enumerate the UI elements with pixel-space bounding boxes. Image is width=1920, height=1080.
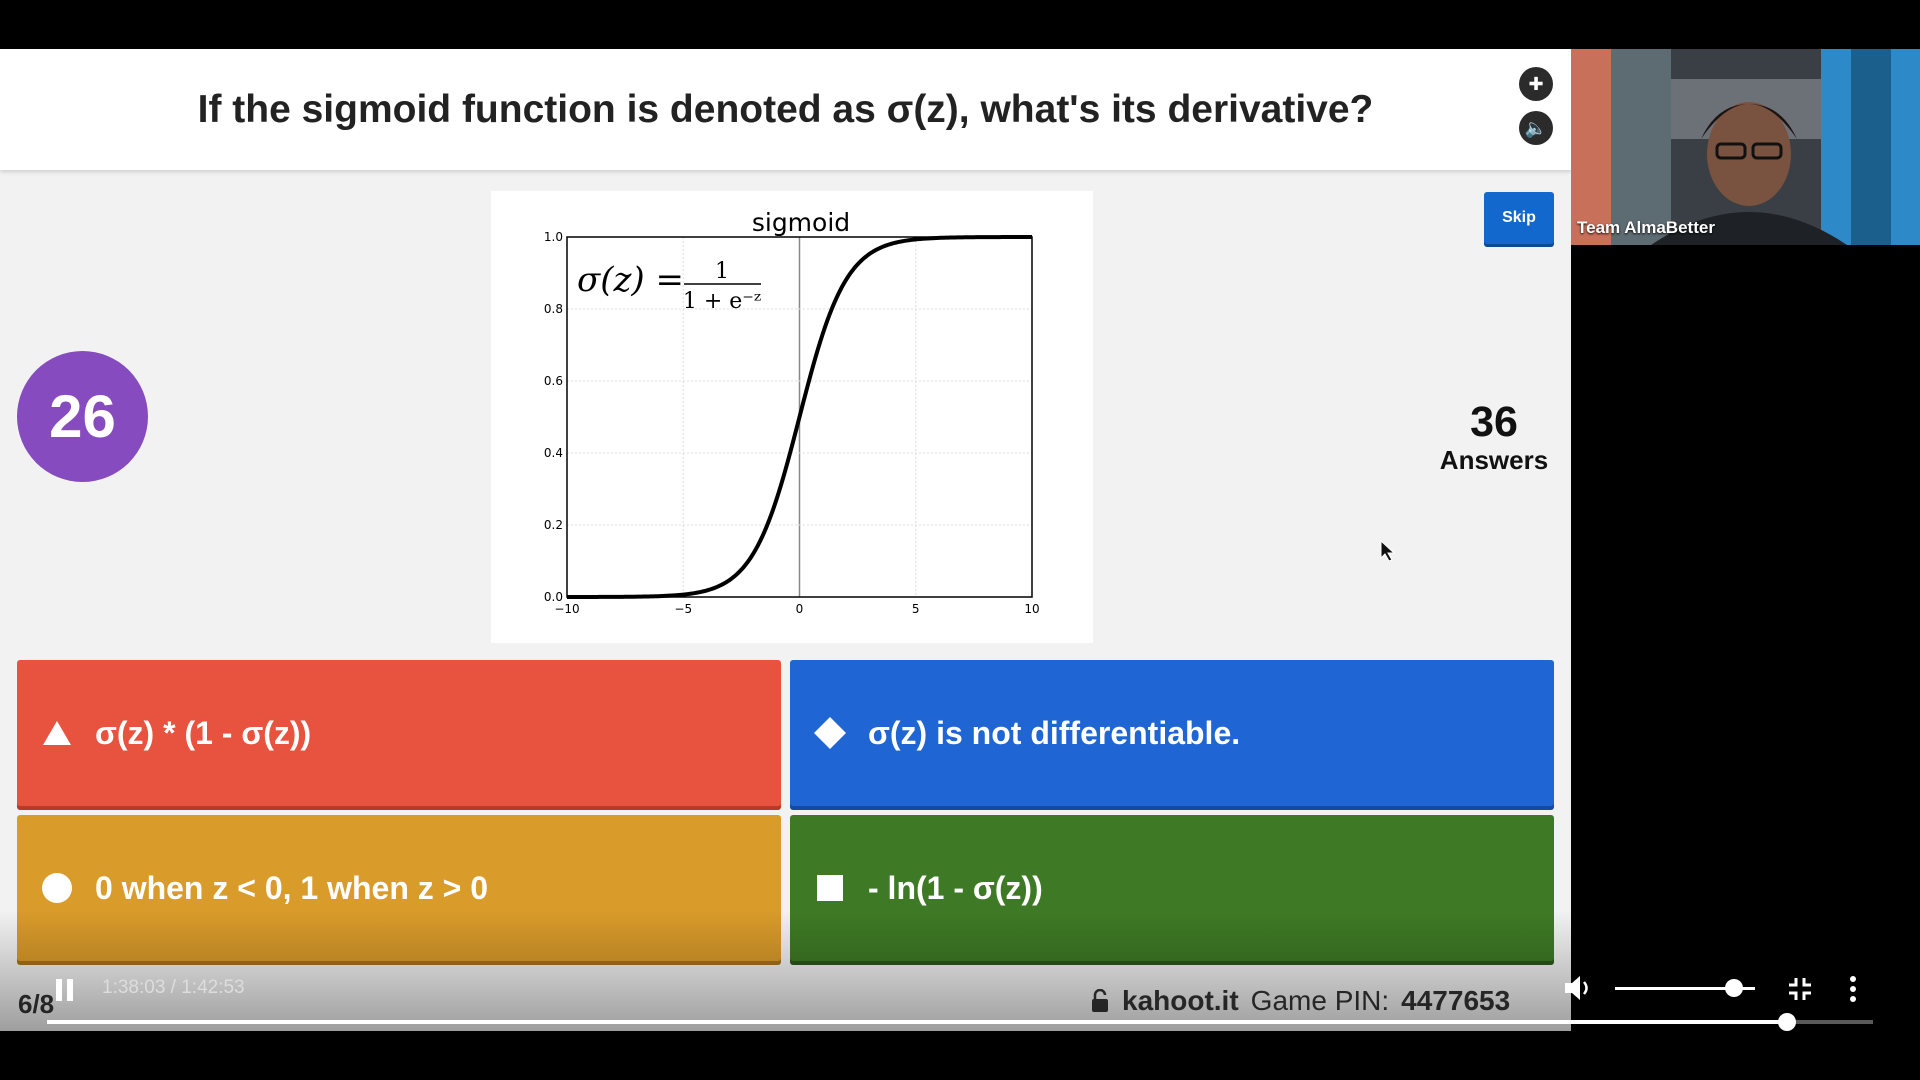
video-time: 1:38:03 / 1:42:53 [102,977,245,998]
formula-numerator: 1 [715,259,729,284]
video-progress-knob[interactable] [1778,1013,1797,1031]
pause-icon[interactable] [54,978,76,1002]
lock-icon [1092,989,1108,1012]
square-icon [806,864,854,912]
y-tick-label: 1.0 [544,230,563,244]
answer-option-diamond[interactable]: σ(z) is not differentiable. [790,660,1554,806]
game-pin-bar: kahoot.it Game PIN: 4477653 [1090,985,1510,1017]
answers-label: Answers [1439,445,1549,475]
kahoot-stage: If the sigmoid function is denoted as σ(… [0,49,1571,1031]
triangle-icon [33,709,81,757]
question-image: −10 −5 0 5 10 0.0 0.2 0.4 0.6 0.8 1.0 sigmoid σ(z… [491,191,1093,643]
chart-title: sigmoid [752,208,850,237]
formula-denominator: 1 + e⁻ᶻ [683,289,761,314]
answer-option-square[interactable]: - ln(1 - σ(z)) [790,815,1554,961]
webcam-name-label: Team AlmaBetter [1577,218,1715,237]
x-tick-label: 10 [1024,602,1039,616]
more-options-icon[interactable] [1847,975,1859,1003]
y-tick-labels: 0.0 0.2 0.4 0.6 0.8 1.0 [544,230,563,604]
circle-icon [33,864,81,912]
exit-fullscreen-icon[interactable] [1787,976,1813,1002]
volume-slider[interactable] [1615,979,1755,997]
sound-icon[interactable]: 🔈 [1519,111,1553,145]
question-counter: 6/8 [18,989,55,1019]
volume-knob[interactable] [1725,979,1743,997]
fullscreen-icon[interactable]: ✚ [1519,67,1553,101]
y-tick-label: 0.6 [544,374,563,388]
question-bar [0,49,1571,170]
x-tick-label: −10 [554,602,579,616]
x-tick-label: 0 [796,602,804,616]
question-title: If the sigmoid function is denoted as σ(… [197,87,1374,131]
answers-number: 36 [1470,398,1518,446]
chart-frame [566,236,1033,598]
y-tick-label: 0.4 [544,446,563,460]
y-tick-label: 0.8 [544,302,563,316]
x-tick-label: 5 [912,602,920,616]
y-tick-label: 0.2 [544,518,563,532]
skip-button[interactable]: Skip [1484,192,1554,244]
answer-text: σ(z) is not differentiable. [868,714,1241,751]
game-pin-label: Game PIN: [1250,985,1390,1016]
answer-text: 0 when z < 0, 1 when z > 0 [95,869,489,906]
y-tick-label: 0.0 [544,590,563,604]
webcam-feed [1571,49,1920,245]
x-tick-labels: −10 −5 0 5 10 [554,602,1039,616]
mouse-cursor-icon [1380,540,1396,562]
volume-icon[interactable] [1563,974,1593,1002]
answer-text: - ln(1 - σ(z)) [868,869,1043,906]
sigmoid-curve [567,235,1032,599]
countdown-timer: 26 [17,351,148,482]
formula-lhs: σ(z) = [577,260,684,300]
video-progress-bar[interactable] [47,1013,1873,1031]
answer-option-circle[interactable]: 0 when z < 0, 1 when z > 0 [17,815,781,961]
answer-text: σ(z) * (1 - σ(z)) [95,714,312,751]
x-tick-label: −5 [674,602,692,616]
sigmoid-chart: −10 −5 0 5 10 0.0 0.2 0.4 0.6 0.8 1.0 sigmoid σ(z… [544,208,1040,616]
diamond-icon [806,709,854,757]
answers-counter: 36 Answers [1400,399,1571,475]
answer-option-triangle[interactable]: σ(z) * (1 - σ(z)) [17,660,781,806]
game-pin-value: 4477653 [1401,985,1511,1016]
video-progress-fill [47,1020,1788,1024]
kahoot-site: kahoot.it [1122,985,1239,1016]
